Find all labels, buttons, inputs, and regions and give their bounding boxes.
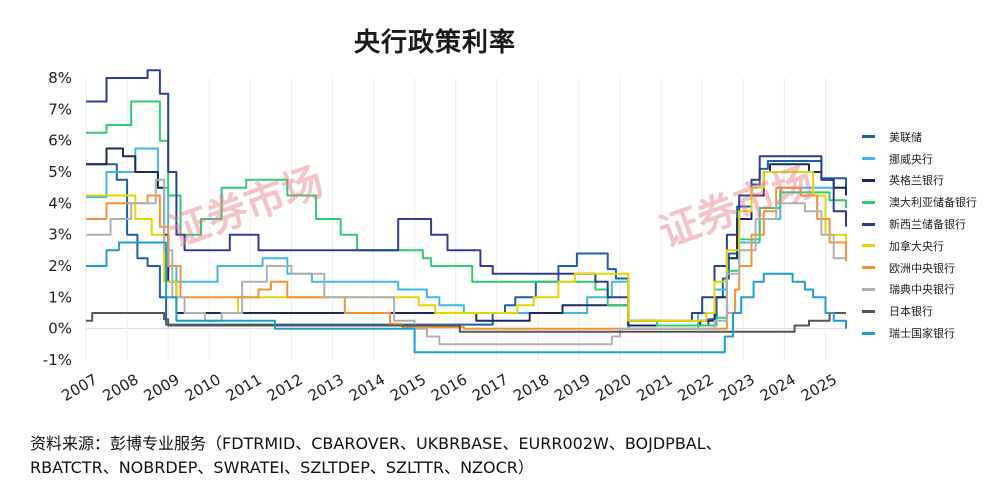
y-axis-tick-labels: 8% 7% 6% 5% 4% 3% 2% 1% 0% -1% (43, 69, 72, 369)
x-axis-tick-labels: 2007 2008 2009 2010 2011 2012 2013 2014 2015 2016… (58, 370, 840, 405)
legend-swatch (862, 135, 875, 139)
y-tick-label: 8% (48, 69, 72, 87)
legend-item: 挪威央行 (862, 148, 998, 170)
y-tick-label: 2% (48, 257, 72, 275)
legend-label: 加拿大央行 (889, 239, 944, 253)
x-tick-label: 2015 (387, 370, 429, 405)
x-tick-label: 2011 (223, 370, 265, 405)
x-tick-label: 2010 (182, 370, 224, 405)
legend-item: 日本银行 (862, 300, 998, 322)
legend-swatch (862, 200, 875, 204)
series-line-9 (86, 241, 847, 354)
x-tick-label: 2025 (798, 370, 840, 405)
x-tick-label: 2023 (716, 370, 758, 405)
legend-label: 新西兰储备银行 (889, 218, 966, 232)
source-line-2: RBATCTR、NOBRDEP、SWRATEI、SZLTDEP、SZLTTR、N… (30, 458, 534, 477)
y-tick-label: 4% (48, 194, 72, 212)
legend-label: 澳大利亚储备银行 (889, 196, 977, 210)
legend-label: 日本银行 (889, 305, 933, 319)
x-tick-label: 2007 (58, 370, 100, 405)
x-tick-label: 2009 (141, 370, 183, 405)
legend-swatch (862, 331, 875, 335)
x-tick-label: 2013 (305, 370, 347, 405)
legend-item: 澳大利亚储备银行 (862, 191, 998, 213)
x-tick-label: 2020 (593, 370, 635, 405)
series-line-8 (86, 312, 846, 333)
x-tick-label: 2012 (264, 370, 306, 405)
x-tick-label: 2022 (675, 370, 717, 405)
legend-label: 瑞士国家银行 (889, 327, 955, 341)
series-line-6 (86, 186, 847, 330)
legend-item: 新西兰储备银行 (862, 213, 998, 235)
legend-swatch (862, 244, 875, 248)
series-line-2 (86, 147, 847, 327)
series-line-4 (86, 69, 847, 322)
legend-swatch (862, 178, 875, 182)
x-tick-label: 2016 (428, 370, 470, 405)
x-tick-label: 2014 (346, 370, 388, 405)
x-tick-label: 2019 (551, 370, 593, 405)
legend-label: 英格兰银行 (889, 174, 944, 188)
legend-label: 美联储 (889, 130, 922, 144)
legend-label: 挪威央行 (889, 152, 933, 166)
legend-item: 美联储 (862, 126, 998, 148)
legend-item: 加拿大央行 (862, 235, 998, 257)
y-tick-label: -1% (43, 351, 72, 369)
legend-label: 欧洲中央银行 (889, 261, 955, 275)
series-line-3 (86, 100, 847, 327)
legend-swatch (862, 309, 875, 313)
series-lines (86, 69, 847, 354)
y-tick-label: 5% (48, 163, 72, 181)
y-tick-label: 0% (48, 320, 72, 338)
series-line-7 (86, 178, 846, 346)
x-tick-label: 2021 (634, 370, 676, 405)
y-tick-label: 3% (48, 226, 72, 244)
x-tick-label: 2008 (100, 370, 142, 405)
y-tick-label: 1% (48, 288, 72, 306)
source-line-1: 资料来源：彭博专业服务（FDTRMID、CBAROVER、UKBRBASE、EU… (30, 434, 722, 453)
series-line-0 (86, 160, 847, 327)
series-line-5 (86, 171, 847, 322)
y-tick-label: 7% (48, 100, 72, 118)
legend-item: 瑞典中央银行 (862, 279, 998, 301)
x-tick-label: 2017 (469, 370, 511, 405)
y-tick-label: 6% (48, 132, 72, 150)
series-line-1 (86, 147, 846, 330)
legend-item: 英格兰银行 (862, 170, 998, 192)
legend-item: 瑞士国家银行 (862, 322, 998, 344)
legend-label: 瑞典中央银行 (889, 283, 955, 297)
legend-swatch (862, 287, 875, 291)
x-tick-label: 2024 (757, 370, 799, 405)
source-note: 资料来源：彭博专业服务（FDTRMID、CBAROVER、UKBRBASE、EU… (30, 432, 990, 480)
x-tick-label: 2018 (510, 370, 552, 405)
chart-legend: 美联储挪威央行英格兰银行澳大利亚储备银行 新西兰储备银行 加拿大央行欧洲中央银行 瑞典… (862, 126, 998, 344)
legend-item: 欧洲中央银行 (862, 257, 998, 279)
legend-swatch (862, 266, 875, 270)
legend-swatch (862, 157, 875, 161)
legend-swatch (862, 222, 875, 226)
chart-title: 央行政策利率 (353, 28, 516, 58)
